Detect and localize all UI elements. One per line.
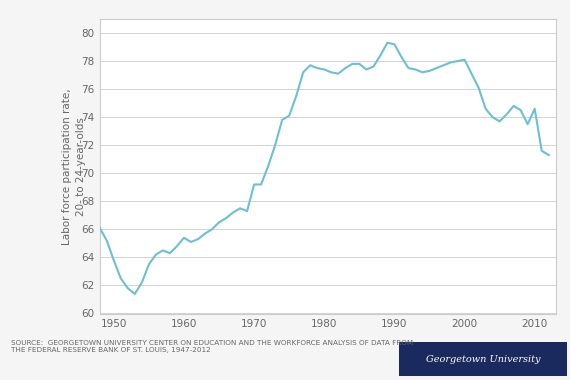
Text: SOURCE:  GEORGETOWN UNIVERSITY CENTER ON EDUCATION AND THE WORKFORCE ANALYSIS OF: SOURCE: GEORGETOWN UNIVERSITY CENTER ON … <box>11 340 413 353</box>
Y-axis label: Labor force participation rate,
20- to 24-year-olds: Labor force participation rate, 20- to 2… <box>62 88 86 245</box>
Text: Georgetown University: Georgetown University <box>426 355 540 364</box>
